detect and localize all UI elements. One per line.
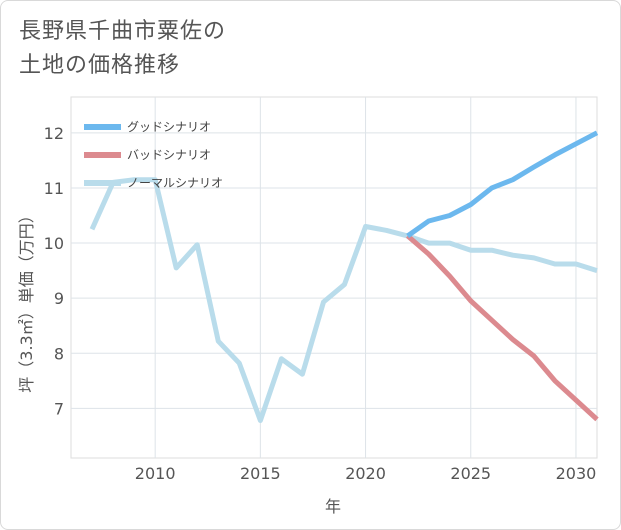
y-tick-label: 7 <box>54 399 64 418</box>
legend-label-2: ノーマルシナリオ <box>127 176 223 190</box>
series-line-0 <box>406 130 599 238</box>
y-tick-label: 8 <box>54 344 64 363</box>
x-tick-label: 2020 <box>345 464 386 483</box>
y-axis-label: 坪（3.3㎡）単価（万円） <box>17 207 36 392</box>
plot-frame <box>70 96 598 459</box>
legend-label-1: バッドシナリオ <box>127 148 211 162</box>
chart-title-line-2: 土地の価格推移 <box>19 53 181 78</box>
chart-title: 長野県千曲市粟佐の 土地の価格推移 <box>19 15 226 83</box>
legend-label-0: グッドシナリオ <box>127 120 211 134</box>
series-line-1 <box>405 234 599 422</box>
x-tick-label: 2025 <box>450 464 491 483</box>
x-axis-label: 年 <box>325 497 341 516</box>
x-tick-label: 2010 <box>135 464 176 483</box>
y-tick-label: 11 <box>44 179 64 198</box>
y-tick-label: 10 <box>44 234 64 253</box>
y-tick-label: 12 <box>44 124 64 143</box>
y-tick-label: 9 <box>54 289 64 308</box>
axis-ticks: 2010 2015 2020 2025 2030 7 8 9 10 11 12 <box>44 124 597 483</box>
x-tick-label: 2015 <box>240 464 281 483</box>
series-line-2 <box>89 177 598 423</box>
series-lines <box>89 130 599 423</box>
chart-title-line-1: 長野県千曲市粟佐の <box>19 19 227 44</box>
x-tick-label: 2030 <box>556 464 597 483</box>
